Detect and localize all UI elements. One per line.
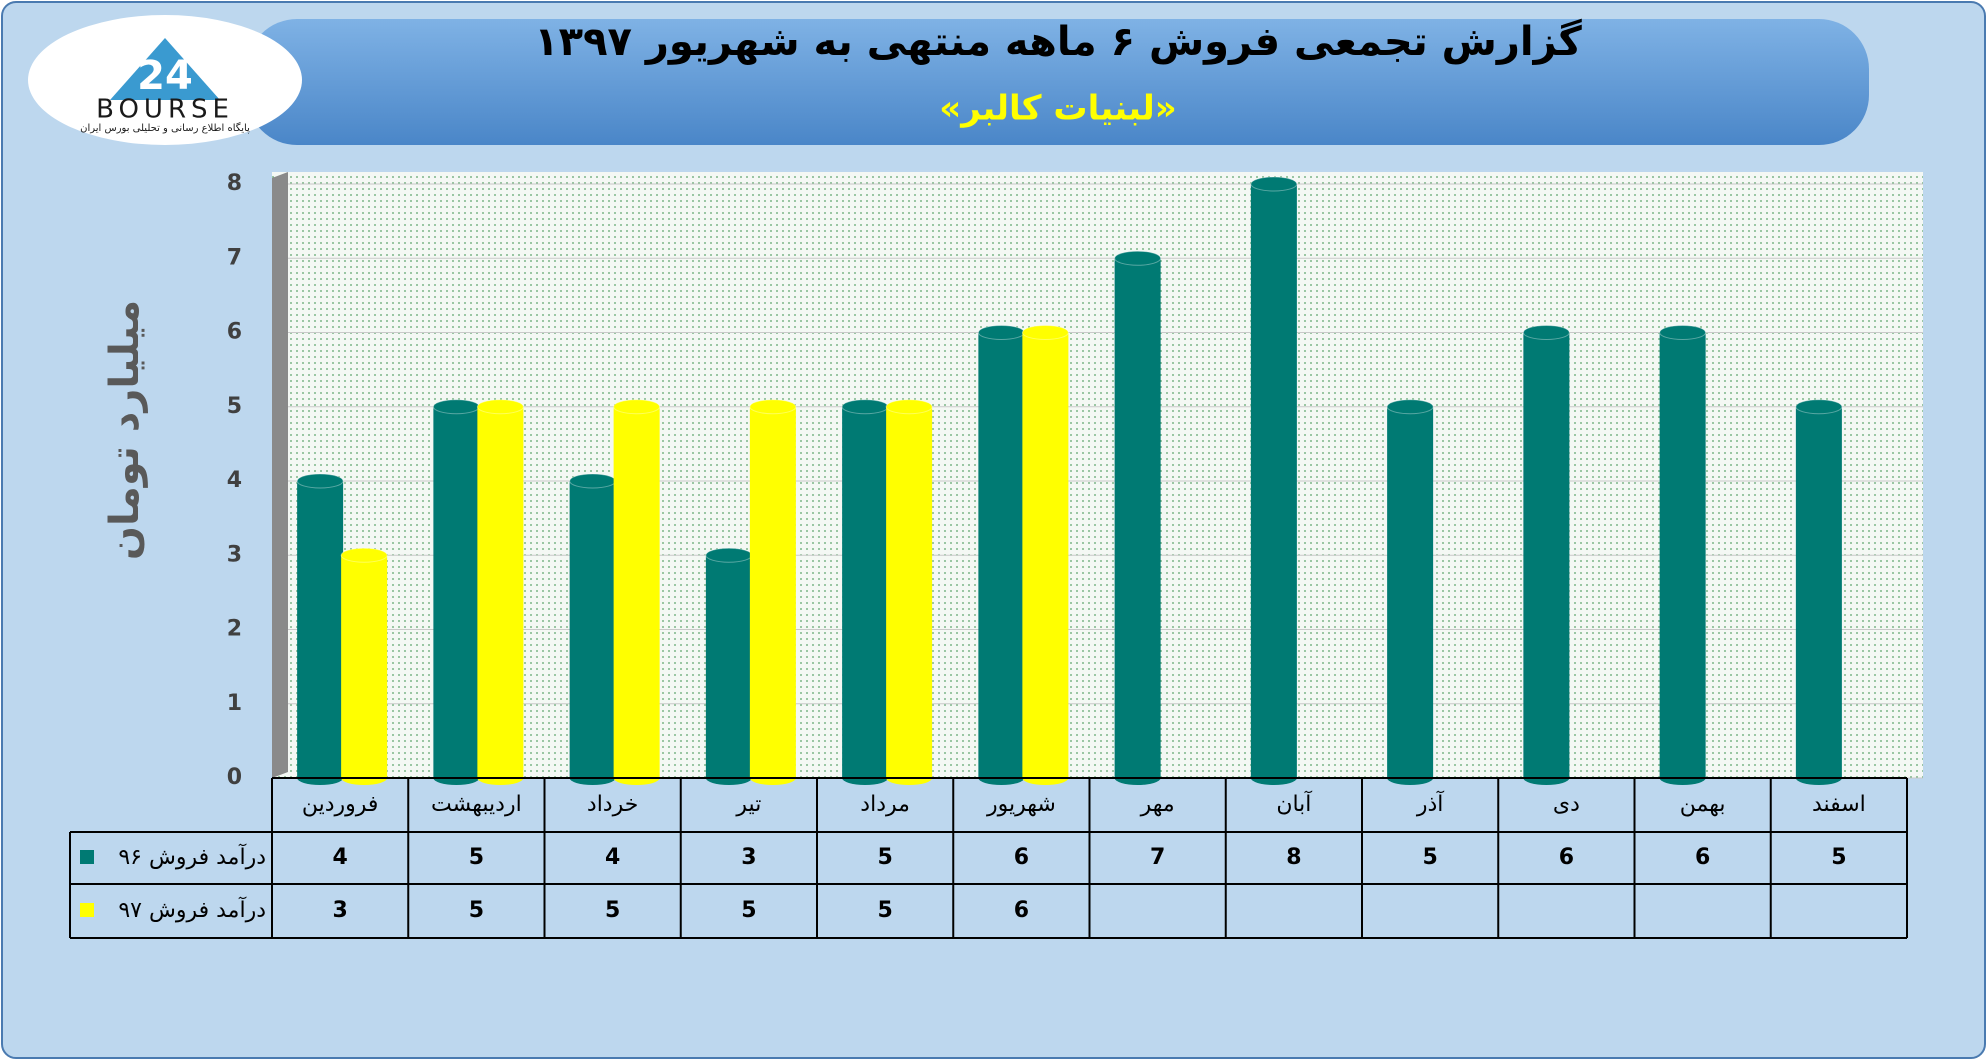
logo-number: 24 <box>137 53 193 99</box>
y-tick-label: 2 <box>227 617 242 642</box>
bar-top <box>1250 176 1298 192</box>
bar-top <box>340 547 388 563</box>
bar <box>477 406 524 778</box>
bar <box>886 406 933 778</box>
plot-area <box>272 172 1923 778</box>
logo: 24 BOURSE پایگاه اطلاع رسانی و تحلیلی بو… <box>28 15 302 145</box>
logo-tagline: پایگاه اطلاع رسانی و تحلیلی بورس ایران <box>80 122 250 134</box>
x-tick-label: مهر <box>1140 792 1175 817</box>
table-value: 4 <box>332 845 347 870</box>
bar <box>1114 258 1161 778</box>
logo-pyramid <box>110 38 220 100</box>
bar-top <box>476 399 524 415</box>
bar-top <box>1386 399 1434 415</box>
bar-top <box>1659 325 1707 340</box>
side-wall <box>272 172 288 778</box>
legend-label: درآمد فروش ۹۷ <box>118 896 266 923</box>
bar-top <box>749 399 797 415</box>
y-tick-label: 7 <box>227 245 242 270</box>
y-tick-label: 8 <box>227 171 242 196</box>
bar <box>749 406 796 778</box>
table-value: 7 <box>1150 845 1165 870</box>
bar <box>433 406 480 778</box>
bar-top <box>1522 325 1570 340</box>
bar <box>613 406 660 778</box>
x-tick-label: تیر <box>735 792 761 817</box>
title-banner <box>247 19 1869 145</box>
x-tick-label: خرداد <box>587 792 638 817</box>
bar <box>1523 332 1570 778</box>
bar <box>1387 406 1434 778</box>
bar <box>978 332 1025 778</box>
bar <box>1795 406 1842 778</box>
bar-top <box>705 547 753 563</box>
y-tick-label: 1 <box>227 691 242 716</box>
x-tick-label: مرداد <box>860 792 910 817</box>
table-value: 5 <box>1831 845 1846 870</box>
bar-top <box>1795 399 1843 415</box>
y-tick-label: 5 <box>227 394 242 419</box>
table-value: 8 <box>1286 845 1301 870</box>
bar <box>1022 332 1069 778</box>
bar-top <box>885 399 933 415</box>
table-value: 3 <box>332 898 347 923</box>
bar <box>297 481 344 778</box>
chart-title: گزارش تجمعی فروش ۶ ماهه منتهی به شهریور … <box>534 18 1582 65</box>
table-value: 5 <box>469 845 484 870</box>
table-value: 6 <box>1014 898 1029 923</box>
table-value: 6 <box>1014 845 1029 870</box>
x-tick-label: آذر <box>1416 790 1444 817</box>
table-value: 5 <box>741 898 756 923</box>
x-tick-label: آبان <box>1276 790 1312 817</box>
table-value: 3 <box>741 845 756 870</box>
table-value: 5 <box>605 898 620 923</box>
x-tick-label: دی <box>1553 792 1580 817</box>
bar <box>341 555 388 778</box>
table-value: 5 <box>469 898 484 923</box>
bar <box>1659 332 1706 778</box>
y-axis-label: میلیارد تومان <box>102 300 148 560</box>
bar-top <box>613 399 661 415</box>
x-tick-label: شهریور <box>986 792 1056 817</box>
bar <box>842 406 889 778</box>
logo-name: BOURSE <box>96 95 234 125</box>
legend-swatch <box>80 903 94 917</box>
table-value: 5 <box>1422 845 1437 870</box>
table-value: 5 <box>877 845 892 870</box>
table-value: 4 <box>605 845 620 870</box>
x-tick-label: فروردین <box>302 792 379 817</box>
y-tick-label: 3 <box>227 542 242 567</box>
bar-top <box>432 399 480 415</box>
bar <box>705 555 752 778</box>
x-tick-label: اسفند <box>1812 792 1866 817</box>
legend-label: درآمد فروش ۹۶ <box>118 843 266 870</box>
bar-top <box>569 473 617 489</box>
bar <box>569 481 616 778</box>
table-value: 5 <box>877 898 892 923</box>
bar-top <box>1021 325 1069 340</box>
x-tick-label: بهمن <box>1680 792 1726 817</box>
y-tick-label: 6 <box>227 320 242 345</box>
bar-top <box>296 473 344 489</box>
chart-subtitle: «لبنیات کالبر» <box>939 89 1176 129</box>
y-tick-label: 0 <box>227 765 242 790</box>
bar-top <box>841 399 889 415</box>
bar <box>1250 184 1297 778</box>
y-tick-label: 4 <box>227 468 242 493</box>
bar-top <box>977 325 1025 340</box>
bar-top <box>1114 250 1162 266</box>
table-value: 6 <box>1559 845 1574 870</box>
x-tick-label: اردیبهشت <box>431 792 522 817</box>
table-value: 6 <box>1695 845 1710 870</box>
legend-swatch <box>80 850 94 864</box>
